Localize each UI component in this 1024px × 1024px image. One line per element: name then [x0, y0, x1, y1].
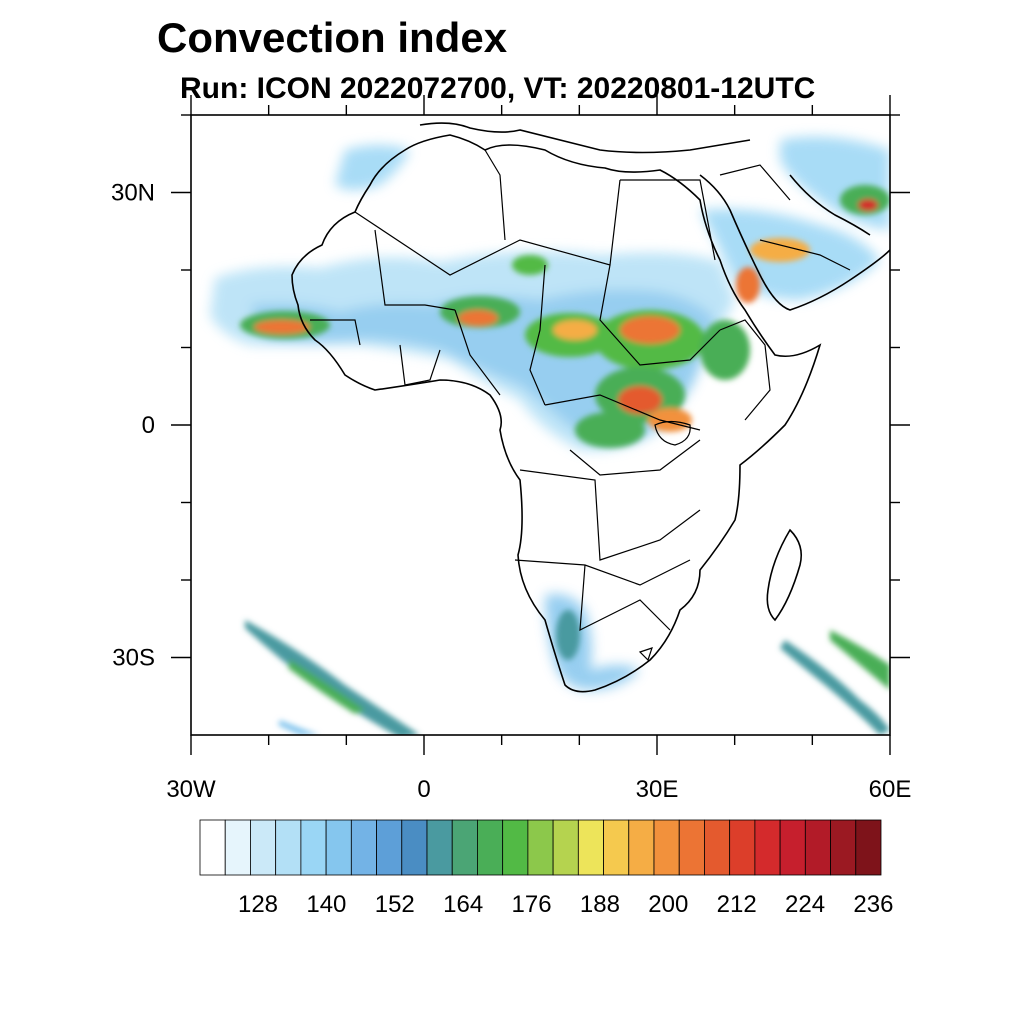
coastlines [291, 122, 890, 693]
border-line [374, 229, 456, 311]
field-cell-southsudan-core [618, 386, 662, 414]
border-line [310, 319, 361, 346]
border-line [620, 179, 716, 261]
lon-tick-label: 60E [869, 776, 912, 803]
colorbar-swatch [779, 819, 806, 876]
colorbar-label: 200 [648, 891, 688, 918]
colorbar-swatch [678, 819, 705, 876]
colorbar-label: 164 [443, 891, 483, 918]
border-line [569, 439, 701, 476]
convection-field [210, 136, 890, 735]
border-line [599, 264, 721, 366]
colorbar-swatch [830, 819, 857, 876]
border-line [759, 239, 851, 271]
colorbar-swatch [628, 819, 655, 876]
border-line [399, 344, 441, 386]
field-cell-uganda [648, 408, 692, 432]
colorbar-swatch [552, 819, 579, 876]
colorbar-swatch [451, 819, 478, 876]
border-line [579, 564, 671, 632]
field-front-small [278, 720, 320, 735]
colorbar-swatch [401, 819, 428, 876]
border-line [454, 309, 501, 396]
colorbar-swatch [477, 819, 504, 876]
field-front-southwest [245, 620, 420, 735]
border-line [544, 394, 701, 431]
colorbar-label: 176 [512, 891, 552, 918]
field-cell-namibia [556, 610, 580, 660]
field-cell-congo [575, 412, 645, 448]
colorbar-swatch [250, 819, 277, 876]
colorbar-swatch [350, 819, 377, 876]
colorbar-swatch [653, 819, 680, 876]
map-axes: 30N 0 30S 30W 0 30E 60E [111, 95, 911, 803]
lake-victoria [654, 420, 691, 446]
colorbar-swatch [224, 819, 251, 876]
plot-title: Convection index [157, 14, 508, 61]
colorbar-swatch [729, 819, 756, 876]
field-cell-sudan-core [620, 316, 680, 344]
lon-tick-label: 0 [417, 776, 430, 803]
colorbar-label: 224 [785, 891, 825, 918]
plot-subtitle: Run: ICON 2022072700, VT: 20220801-12UTC [180, 72, 816, 105]
colorbar-swatch [199, 819, 226, 876]
colorbar-label: 140 [306, 891, 346, 918]
colorbar-swatch [426, 819, 453, 876]
colorbar-swatch [300, 819, 327, 876]
colorbar-label: 188 [580, 891, 620, 918]
colorbar-swatch [804, 819, 831, 876]
colorbar-swatch [577, 819, 604, 876]
colorbar-label: 128 [238, 891, 278, 918]
lon-tick-label: 30W [166, 776, 216, 803]
colorbar: 128 140 152 164 176 188 200 212 224 236 [199, 819, 893, 918]
colorbar-swatch [275, 819, 302, 876]
lat-tick-label: 0 [142, 412, 155, 439]
field-cell-eritrea [736, 267, 760, 303]
field-cell-yemen [750, 238, 810, 262]
colorbar-swatch [704, 819, 731, 876]
lon-tick-label: 30E [636, 776, 679, 803]
field-cell-nigeria-core [458, 310, 498, 326]
border-line [519, 469, 701, 561]
colorbar-swatch [603, 819, 630, 876]
border-line [529, 264, 546, 406]
field-cell-senegal-core [254, 320, 310, 334]
field-cell-chad-core [553, 320, 597, 340]
colorbar-swatch [855, 819, 882, 876]
colorbar-swatch [527, 819, 554, 876]
field-region-northafrica [335, 145, 410, 190]
colorbar-label: 236 [853, 891, 893, 918]
field-cell-ethiopia [700, 320, 750, 380]
field-cell-iran-core [858, 199, 878, 211]
border-line [484, 149, 506, 241]
border-line [354, 179, 621, 276]
lat-tick-label: 30N [111, 180, 155, 207]
persian-gulf-coastline [789, 174, 871, 236]
colorbar-swatch [325, 819, 352, 876]
field-cell-aïr [512, 255, 548, 275]
colorbar-label: 212 [717, 891, 757, 918]
country-borders [310, 149, 851, 662]
colorbar-swatch [376, 819, 403, 876]
madagascar-coastline [766, 528, 803, 622]
colorbar-label: 152 [375, 891, 415, 918]
border-line [638, 647, 653, 662]
arabia-coastline [699, 174, 890, 311]
border-line [719, 319, 771, 421]
border-line [514, 559, 691, 586]
border-line [719, 164, 791, 201]
colorbar-swatch [502, 819, 529, 876]
africa-coastline [291, 134, 822, 693]
field-front-southeast-inner [830, 630, 890, 690]
field-front-southwest-inner [288, 660, 365, 714]
mediterranean-coastline [419, 122, 751, 154]
field-front-southeast [780, 640, 890, 735]
lat-tick-label: 30S [112, 645, 155, 672]
colorbar-swatch [754, 819, 781, 876]
